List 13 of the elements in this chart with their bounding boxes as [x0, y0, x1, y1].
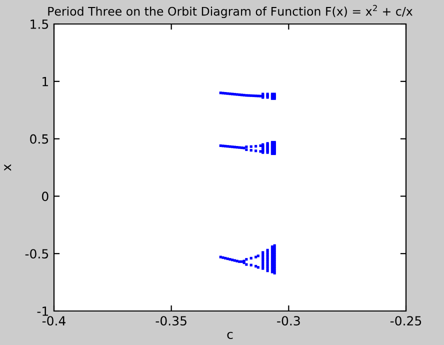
y-tick-label: 1	[42, 77, 48, 86]
x-tick-label: -0.25	[390, 316, 422, 326]
y-tick-label: -0.5	[25, 249, 48, 259]
y-tick-label: -1	[37, 306, 48, 316]
chart-title: Period Three on the Orbit Diagram of Function F(x) = x$^{2}$ + c/x	[48, 4, 412, 18]
y-tick-label: 0.5	[30, 134, 48, 144]
x-tick-label: -0.35	[156, 316, 186, 326]
x-axis-title: c	[227, 332, 233, 340]
y-tick-label: 1.5	[30, 20, 48, 29]
y-tick-label: 0	[42, 192, 48, 202]
x-tick-label: -0.3	[277, 316, 300, 326]
x-tick-label: -0.4	[42, 316, 66, 326]
y-axis-title: x	[4, 164, 12, 171]
